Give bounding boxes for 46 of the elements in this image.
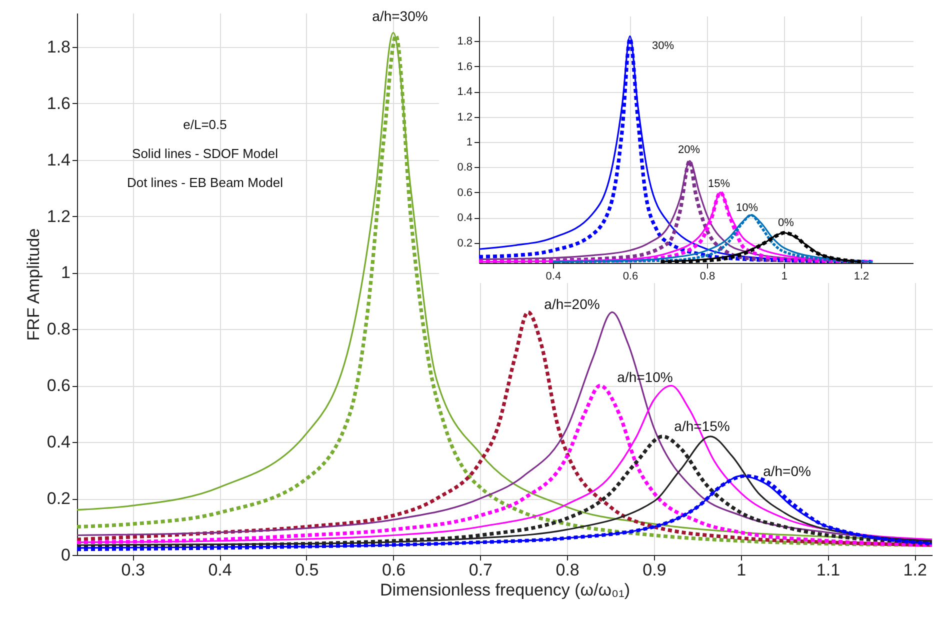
annotation: 0% [778, 217, 794, 229]
x-tick-label: 0.5 [295, 560, 319, 580]
y-tick-label: 1.6 [457, 60, 472, 73]
x-tick-label: 1.2 [854, 270, 870, 282]
y-tick-label: 1.2 [46, 206, 70, 226]
y-tick-label: 0 [61, 546, 70, 564]
annotation: a/h=20% [544, 296, 600, 312]
annotation: Dot lines - EB Beam Model [126, 175, 284, 190]
y-tick-label: 0.2 [46, 489, 70, 508]
x-tick-label: 1 [736, 560, 746, 580]
y-tick-label: 1.8 [46, 37, 70, 56]
x-tick-label: 0.9 [642, 560, 666, 580]
y-tick-label: 1.6 [46, 94, 70, 113]
x-tick-label: 1 [781, 270, 788, 282]
y-tick-label: 0.4 [457, 212, 472, 224]
y-axis-title: FRF Amplitude [24, 228, 43, 341]
y-tick-label: 1.4 [46, 150, 70, 170]
x-tick-label: 0.7 [468, 560, 492, 580]
y-tick-label: 1.4 [457, 86, 472, 98]
x-tick-label: 0.4 [208, 560, 232, 580]
annotation: a/h=30% [372, 8, 428, 24]
annotation: a/h=0% [763, 463, 811, 479]
y-tick-label: 1.8 [457, 36, 472, 48]
annotation: e/L=0.5 [183, 117, 227, 132]
x-tick-label: 0.6 [622, 270, 638, 282]
x-axis-title: Dimensionless frequency (ω/ω₀₁) [380, 580, 630, 600]
x-tick-label: 0.4 [546, 270, 562, 282]
y-tick-label: 0.8 [46, 320, 70, 339]
x-tick-label: 0.6 [382, 560, 406, 580]
y-tick-label: 0.6 [457, 186, 472, 199]
y-tick-label: 0.8 [457, 162, 472, 174]
x-tick-label: 0.8 [700, 270, 716, 282]
y-tick-label: 1.2 [457, 111, 472, 124]
y-tick-label: 0.2 [457, 237, 472, 250]
y-tick-label: 1 [466, 136, 472, 149]
annotation: 10% [736, 202, 758, 214]
annotation: 15% [708, 178, 730, 190]
y-tick-label: 0.4 [46, 432, 70, 452]
x-tick-label: 1.1 [816, 560, 840, 580]
y-tick-label: 0.6 [46, 376, 70, 396]
annotation: Solid lines - SDOF Model [132, 146, 278, 161]
annotation: 30% [652, 40, 674, 52]
x-tick-label: 1.2 [903, 560, 927, 580]
annotation: 20% [678, 144, 700, 156]
x-tick-label: 0.3 [121, 560, 145, 580]
x-tick-label: 0.8 [556, 560, 580, 580]
